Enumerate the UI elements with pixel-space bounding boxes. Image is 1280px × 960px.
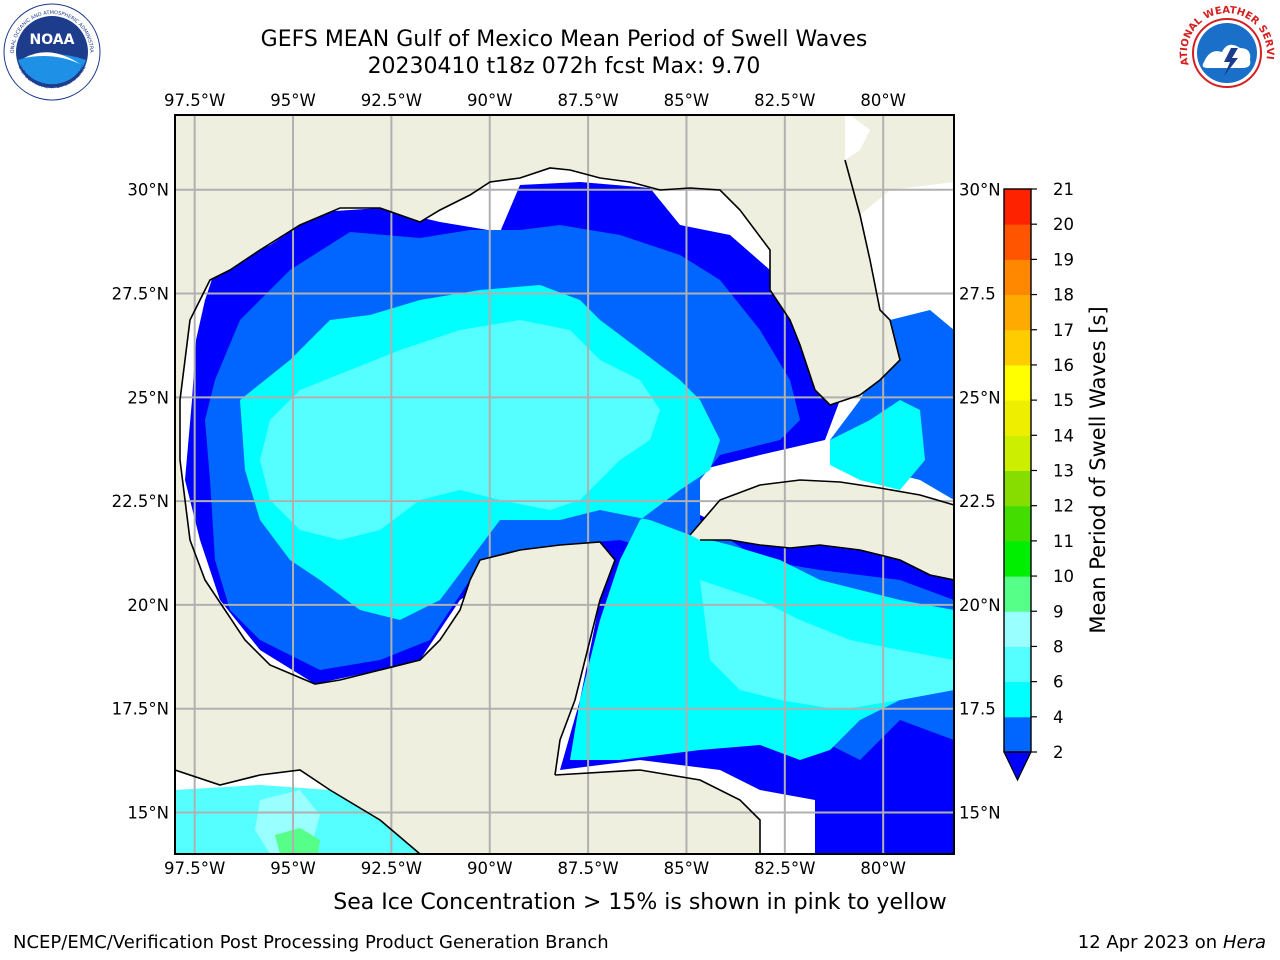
colorbar-swatch xyxy=(1004,646,1031,683)
field-level-6-atlantic xyxy=(830,400,925,490)
map-frame xyxy=(174,114,955,855)
colorbar-swatch xyxy=(1004,259,1031,296)
nws-logo-icon: NATIONAL WEATHER SERVICE xyxy=(1176,2,1276,102)
sea-ice-note: Sea Ice Concentration > 15% is shown in … xyxy=(333,890,947,915)
colorbar-label: Mean Period of Swell Waves [s] xyxy=(1086,306,1110,634)
colorbar-swatch xyxy=(1004,400,1031,436)
lat-label-left: 22.5°N xyxy=(112,492,169,511)
colorbar-tick-label: 21 xyxy=(1053,180,1074,199)
colorbar-swatch xyxy=(1004,364,1031,401)
colorbar-tick-label: 8 xyxy=(1053,637,1064,656)
colorbar-tick-label: 11 xyxy=(1053,532,1074,551)
colorbar-tick-label: 13 xyxy=(1053,462,1074,481)
colorbar-tick-label: 4 xyxy=(1053,708,1064,727)
lon-label-top: 97.5°W xyxy=(164,91,225,110)
chart-subtitle: 20230410 t18z 072h fcst Max: 9.70 xyxy=(367,54,761,79)
lon-label-top: 95°W xyxy=(270,91,316,110)
colorbar-tick-label: 2 xyxy=(1053,743,1064,762)
lat-label-right: 25°N xyxy=(959,388,1001,407)
credit-line: NCEP/EMC/Verification Post Processing Pr… xyxy=(13,932,609,953)
lon-label-bottom: 82.5°W xyxy=(754,859,815,878)
lon-label-top: 90°W xyxy=(467,91,513,110)
lat-label-right: 15°N xyxy=(959,803,1001,822)
colorbar-tick-label: 16 xyxy=(1053,356,1074,375)
field-level-8 xyxy=(260,320,660,540)
lon-label-top: 92.5°W xyxy=(361,91,422,110)
lon-label-top: 82.5°W xyxy=(754,91,815,110)
lat-label-left: 15°N xyxy=(127,803,169,822)
colorbar-swatch xyxy=(1004,540,1031,577)
colorbar-tick-label: 15 xyxy=(1053,391,1074,410)
colorbar-swatch xyxy=(1004,505,1031,542)
colorbar: 2 4 6 8 9 10 11 12 13 14 15 16 17 18 19 20 21 xyxy=(1003,180,1074,782)
lat-label-right: 27.5 xyxy=(959,285,996,304)
colorbar-swatch xyxy=(1004,224,1031,260)
lat-label-right: 30°N xyxy=(959,181,1001,200)
colorbar-tick-label: 6 xyxy=(1053,673,1064,692)
lon-label-bottom: 90°W xyxy=(467,859,513,878)
colorbar-tick-label: 9 xyxy=(1053,602,1064,621)
colorbar-swatch xyxy=(1004,716,1031,753)
colorbar-tick-label: 10 xyxy=(1053,567,1074,586)
lat-label-left: 17.5°N xyxy=(112,700,169,719)
colorbar-swatch xyxy=(1004,470,1031,507)
lat-label-left: 25°N xyxy=(127,388,169,407)
field-level-8-caribbean xyxy=(700,580,954,710)
lon-label-bottom: 85°W xyxy=(664,859,710,878)
lon-label-bottom: 80°W xyxy=(860,859,906,878)
colorbar-swatch xyxy=(1004,576,1031,612)
graticule xyxy=(175,115,954,854)
colorbar-swatch xyxy=(1004,681,1031,718)
lat-label-right: 22.5 xyxy=(959,492,996,511)
axis-ticks: 97.5°W 97.5°W 95°W 95°W 92.5°W 92.5°W 90°W 90°W… xyxy=(112,91,1001,878)
lat-label-left: 20°N xyxy=(127,596,169,615)
date-stamp: 12 Apr 2023 on Hera xyxy=(1078,932,1266,953)
colorbar-swatch xyxy=(1004,189,1031,225)
lat-label-right: 17.5 xyxy=(959,700,996,719)
lon-label-top: 80°W xyxy=(860,91,906,110)
chart-title: GEFS MEAN Gulf of Mexico Mean Period of … xyxy=(260,27,868,52)
colorbar-tick-label: 14 xyxy=(1053,426,1074,445)
colorbar-tick-label: 12 xyxy=(1053,497,1074,516)
colorbar-swatch xyxy=(1004,294,1031,331)
lon-label-top: 85°W xyxy=(664,91,710,110)
colorbar-swatch xyxy=(1004,435,1031,471)
colorbar-tick-label: 20 xyxy=(1053,215,1074,234)
lat-label-left: 27.5°N xyxy=(112,285,169,304)
lat-label-left: 30°N xyxy=(127,181,169,200)
lon-label-bottom: 87.5°W xyxy=(557,859,618,878)
machine-name: Hera xyxy=(1222,932,1266,953)
lon-label-bottom: 95°W xyxy=(270,859,316,878)
lon-label-top: 87.5°W xyxy=(557,91,618,110)
colorbar-tick-label: 19 xyxy=(1053,250,1074,269)
noaa-logo-icon: NOAA NATIONAL OCEANIC AND ATMOSPHERIC AD… xyxy=(2,2,101,101)
field-level-10 xyxy=(275,828,320,854)
date-text: 12 Apr 2023 on xyxy=(1077,932,1223,953)
colorbar-swatch xyxy=(1004,611,1031,647)
lon-label-bottom: 97.5°W xyxy=(164,859,225,878)
colorbar-extend-triangle xyxy=(1003,751,1032,782)
colorbar-swatch xyxy=(1004,329,1031,366)
lat-label-right: 20°N xyxy=(959,596,1001,615)
land-cuba xyxy=(690,480,954,580)
lon-label-bottom: 92.5°W xyxy=(361,859,422,878)
coastline xyxy=(175,159,954,854)
colorbar-tick-label: 17 xyxy=(1053,321,1074,340)
colorbar-tick-label: 18 xyxy=(1053,286,1074,305)
noaa-logo-text: NOAA xyxy=(30,32,75,48)
